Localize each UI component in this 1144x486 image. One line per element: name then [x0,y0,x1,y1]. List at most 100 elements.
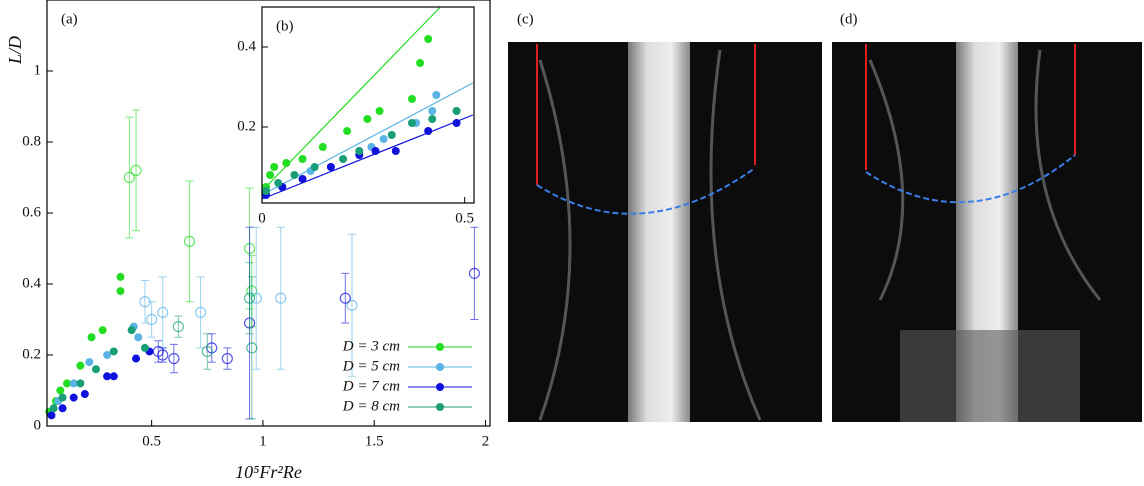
y-tick-label: 0.4 [237,38,256,54]
point [221,352,233,365]
point [80,390,89,399]
point [49,404,58,413]
point [407,95,416,103]
point [56,386,65,395]
photo-c: (c) [508,11,822,422]
point [326,163,335,171]
point [379,135,388,143]
legend-marker [436,343,444,351]
legend-marker [436,403,444,411]
y-tick-label: 0.8 [22,133,41,149]
point [452,119,461,127]
point [140,343,149,352]
point [195,306,207,318]
point [127,326,136,335]
point [266,171,275,179]
point [274,179,283,187]
error-bar [174,315,183,338]
y-axis-label: L/D [5,36,25,65]
point [355,147,364,155]
y-tick-label: 0.6 [22,204,41,220]
error-bar [470,226,479,320]
x-axis-label: 10⁵Fr²Re [235,462,302,482]
panel-label: (b) [276,18,294,34]
point [318,143,327,151]
point [146,313,158,326]
point [69,379,78,388]
point [85,358,94,367]
point [275,292,287,304]
legend-label: D = 8 cm [342,398,400,414]
point [130,164,142,176]
point [58,404,67,413]
interface-arc [536,167,756,215]
point [91,365,100,374]
point [339,292,351,304]
x-tick-label: 0.5 [142,433,161,449]
error-bar [276,226,285,370]
x-tick-label: 2 [482,433,490,449]
point [109,372,118,381]
error-bar [341,272,350,324]
point [183,235,196,247]
point [298,155,307,163]
error-bar [347,233,356,377]
x-tick-label: 1.5 [365,433,384,449]
point [363,115,372,123]
fit-line [261,6,441,192]
point [290,171,299,179]
point [103,372,112,381]
point [76,379,85,388]
point [428,115,437,123]
y-tick-label: 0 [34,417,42,433]
point [416,59,425,67]
point [432,91,441,99]
point [424,127,433,135]
point [63,379,72,388]
legend-label: D = 5 cm [342,358,400,374]
point [134,333,143,342]
error-bar [132,109,141,232]
point [428,107,437,115]
error-bar [203,333,212,370]
y-tick-label: 0.4 [22,275,41,291]
y-tick-label: 0.2 [237,118,256,134]
point [246,342,258,354]
panel-label: (a) [61,11,78,27]
point [157,306,169,318]
splash [900,330,1080,422]
legend-marker [436,383,444,391]
point [270,163,279,171]
point [243,292,256,304]
point [47,411,56,420]
point [339,155,348,163]
x-tick-label: 1 [259,433,267,449]
point [375,107,384,115]
x-tick-label: 0.5 [455,210,474,226]
point [132,354,141,363]
point [98,326,107,335]
axes-frame [261,6,475,204]
error-bar [169,343,178,374]
point [452,107,461,115]
error-bar [185,180,194,303]
x-tick-label: 0 [258,210,266,226]
legend-marker [436,363,444,371]
error-bar [247,276,256,420]
point [387,131,396,139]
point [123,171,135,184]
point [391,147,400,155]
y-tick-label: 1 [34,62,42,78]
point [343,127,352,135]
point [109,347,118,356]
interface-arc [865,154,1076,204]
point [157,349,169,361]
splash [868,49,1102,301]
point [346,299,358,311]
panel-label: (d) [840,11,858,27]
point [262,187,271,195]
y-tick-label: 0.2 [22,346,41,362]
point [76,361,85,370]
point [69,393,78,402]
